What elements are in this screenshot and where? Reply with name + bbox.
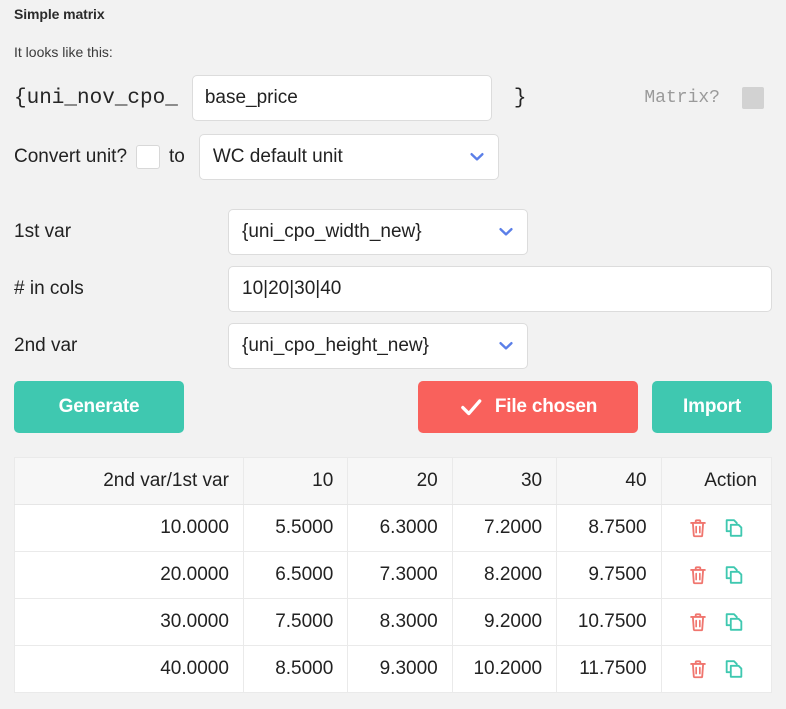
template-pattern-row: {uni_nov_cpo_ } Matrix?	[14, 70, 772, 126]
cols-input[interactable]	[228, 266, 772, 312]
cell-value: 7.5000	[242, 598, 349, 646]
header-cell-col-10: 10	[242, 457, 349, 505]
convert-unit-label: Convert unit?	[14, 146, 128, 167]
cell-value: 6.3000	[347, 504, 453, 552]
import-button[interactable]: Import	[652, 381, 772, 433]
first-var-label: 1st var	[14, 221, 72, 242]
duplicate-icon[interactable]	[723, 517, 745, 539]
row-label: 10.0000	[14, 504, 244, 552]
duplicate-icon[interactable]	[723, 658, 745, 680]
generate-button[interactable]: Generate	[14, 381, 184, 433]
row-actions	[660, 598, 773, 646]
table-row: 10.0000 5.5000 6.3000 7.2000 8.7500	[14, 504, 773, 552]
template-prefix-label: {uni_nov_cpo_	[14, 86, 178, 110]
table-header-row: 2nd var/1st var 10 20 30 40 Action	[14, 457, 773, 505]
table-row: 20.0000 6.5000 7.3000 8.2000 9.7500	[14, 551, 773, 599]
first-var-select[interactable]: {uni_cpo_width_new}	[228, 209, 528, 255]
delete-icon[interactable]	[687, 517, 709, 539]
chevron-down-icon	[498, 224, 514, 240]
duplicate-icon[interactable]	[723, 611, 745, 633]
page-subtitle: It looks like this:	[14, 44, 113, 60]
header-cell-col-20: 20	[347, 457, 453, 505]
cell-value: 10.2000	[451, 645, 558, 693]
file-chosen-label: File chosen	[494, 396, 598, 417]
row-label: 30.0000	[14, 598, 244, 646]
cell-value: 11.7500	[556, 645, 662, 693]
chevron-down-icon	[469, 149, 485, 165]
unit-select-value: WC default unit	[212, 146, 343, 167]
second-var-row: 2nd var {uni_cpo_height_new}	[14, 323, 528, 369]
first-var-select-value: {uni_cpo_width_new}	[242, 221, 422, 242]
cell-value: 9.3000	[347, 645, 453, 693]
chevron-down-icon	[498, 338, 514, 354]
table-row: 40.0000 8.5000 9.3000 10.2000 11.7500	[14, 645, 773, 693]
unit-select[interactable]: WC default unit	[198, 134, 499, 180]
cell-value: 8.7500	[556, 504, 662, 552]
cell-value: 8.5000	[242, 645, 349, 693]
convert-unit-checkbox[interactable]	[136, 145, 161, 169]
check-icon	[459, 395, 483, 419]
second-var-select[interactable]: {uni_cpo_height_new}	[228, 323, 528, 369]
cell-value: 9.7500	[556, 551, 662, 599]
row-label: 40.0000	[14, 645, 244, 693]
cell-value: 10.7500	[556, 598, 662, 646]
matrix-table: 2nd var/1st var 10 20 30 40 Action 10.00…	[14, 457, 773, 693]
page-title: Simple matrix	[14, 6, 105, 22]
table-row: 30.0000 7.5000 8.3000 9.2000 10.7500	[14, 598, 773, 646]
convert-to-label: to	[169, 146, 185, 167]
convert-unit-row: Convert unit? to WC default unit	[14, 134, 499, 180]
delete-icon[interactable]	[687, 564, 709, 586]
cols-row: # in cols	[14, 266, 772, 312]
duplicate-icon[interactable]	[723, 564, 745, 586]
cell-value: 8.2000	[451, 551, 558, 599]
cell-value: 8.3000	[347, 598, 453, 646]
row-actions	[660, 645, 773, 693]
cell-value: 7.2000	[451, 504, 558, 552]
cell-value: 5.5000	[242, 504, 349, 552]
cell-value: 9.2000	[451, 598, 558, 646]
second-var-label: 2nd var	[14, 335, 78, 356]
row-actions	[660, 551, 773, 599]
second-var-select-value: {uni_cpo_height_new}	[242, 335, 430, 356]
variable-name-input[interactable]	[191, 75, 492, 121]
template-suffix-label: }	[513, 86, 527, 110]
cols-label: # in cols	[14, 278, 84, 299]
cell-value: 7.3000	[347, 551, 453, 599]
matrix-checkbox[interactable]	[742, 87, 764, 109]
row-label: 20.0000	[14, 551, 244, 599]
delete-icon[interactable]	[687, 611, 709, 633]
first-var-row: 1st var {uni_cpo_width_new}	[14, 209, 528, 255]
file-chosen-button[interactable]: File chosen	[418, 381, 638, 433]
matrix-checkbox-label: Matrix?	[644, 88, 720, 108]
cell-value: 6.5000	[242, 551, 349, 599]
header-cell-action: Action	[660, 457, 773, 505]
header-cell-col-40: 40	[556, 457, 662, 505]
header-cell-rowlabel: 2nd var/1st var	[14, 457, 244, 505]
delete-icon[interactable]	[687, 658, 709, 680]
header-cell-col-30: 30	[451, 457, 558, 505]
row-actions	[660, 504, 773, 552]
